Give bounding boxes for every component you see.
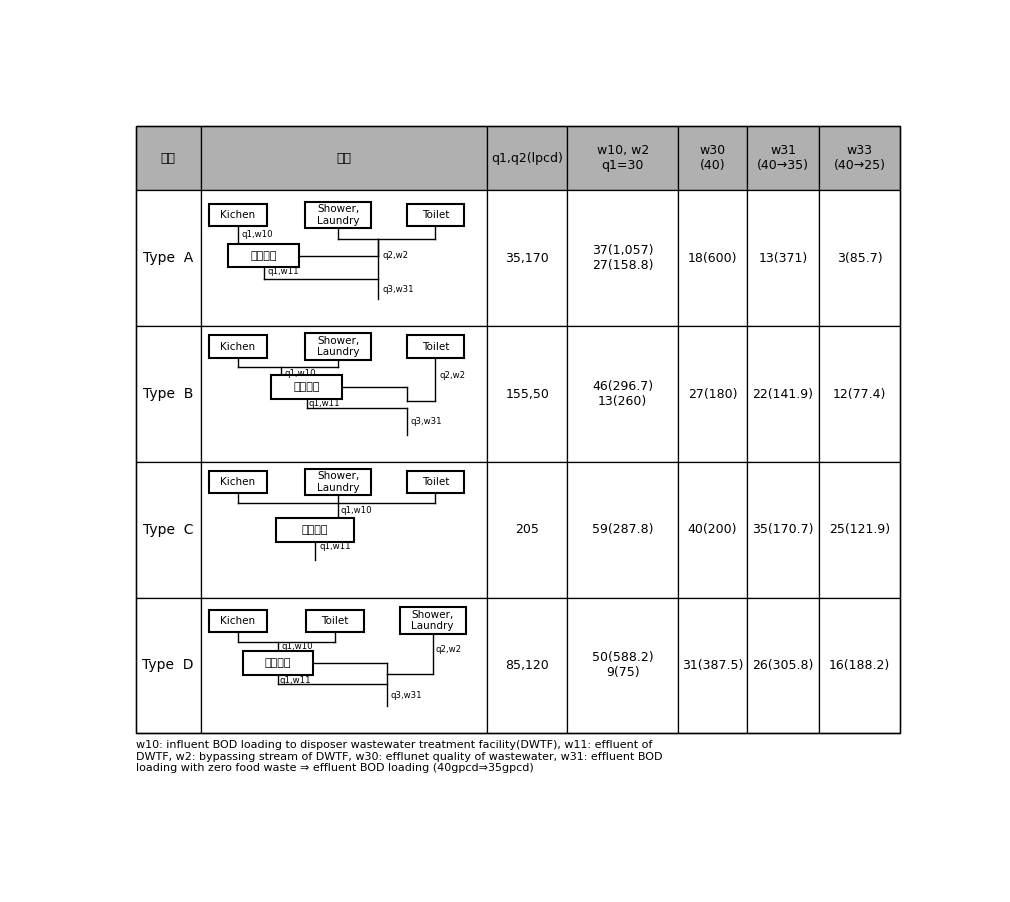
Text: 50(588.2)
9(75): 50(588.2) 9(75) bbox=[592, 651, 653, 679]
Bar bbox=[407, 336, 465, 358]
Bar bbox=[209, 336, 267, 358]
Bar bbox=[487, 327, 568, 462]
Text: w31
(40→35): w31 (40→35) bbox=[758, 144, 809, 172]
Text: 16(188.2): 16(188.2) bbox=[829, 659, 890, 672]
Text: Type  B: Type B bbox=[143, 387, 193, 401]
Text: w10, w2
q1=30: w10, w2 q1=30 bbox=[597, 144, 648, 172]
Bar bbox=[242, 651, 313, 675]
Bar bbox=[407, 204, 465, 226]
Text: Toilet: Toilet bbox=[422, 342, 449, 352]
Text: Toilet: Toilet bbox=[422, 210, 449, 220]
Bar bbox=[201, 462, 487, 598]
Bar bbox=[209, 471, 267, 493]
Text: q1,w10: q1,w10 bbox=[285, 369, 316, 378]
Bar bbox=[819, 125, 900, 190]
Text: q2,w2: q2,w2 bbox=[435, 645, 462, 654]
Bar bbox=[201, 598, 487, 733]
Bar bbox=[819, 598, 900, 733]
Text: q3,w31: q3,w31 bbox=[411, 417, 442, 426]
Text: 처리장치: 처리장치 bbox=[293, 382, 320, 392]
Text: 13(371): 13(371) bbox=[759, 252, 808, 265]
Text: Type  A: Type A bbox=[143, 252, 193, 265]
Text: q1,w10: q1,w10 bbox=[282, 642, 313, 651]
Bar bbox=[568, 598, 678, 733]
Bar bbox=[487, 598, 568, 733]
Bar bbox=[487, 190, 568, 327]
Text: 31(387.5): 31(387.5) bbox=[682, 659, 743, 672]
Text: 형태: 형태 bbox=[161, 152, 176, 164]
Text: Kichen: Kichen bbox=[220, 477, 256, 487]
Text: Toilet: Toilet bbox=[422, 477, 449, 487]
Bar bbox=[568, 462, 678, 598]
Text: Kichen: Kichen bbox=[220, 616, 256, 626]
Text: 처리장치: 처리장치 bbox=[250, 251, 277, 261]
Bar bbox=[306, 610, 365, 631]
Text: 59(287.8): 59(287.8) bbox=[592, 523, 653, 537]
Bar bbox=[568, 125, 678, 190]
Bar bbox=[746, 327, 819, 462]
Bar bbox=[819, 190, 900, 327]
Bar bbox=[135, 190, 201, 327]
Text: Shower,
Laundry: Shower, Laundry bbox=[317, 204, 360, 226]
Bar bbox=[272, 375, 341, 399]
Bar bbox=[746, 125, 819, 190]
Text: 18(600): 18(600) bbox=[688, 252, 737, 265]
Text: q1,w11: q1,w11 bbox=[280, 676, 311, 686]
Bar bbox=[201, 125, 487, 190]
Text: q3,w31: q3,w31 bbox=[391, 691, 422, 700]
Bar bbox=[276, 518, 355, 541]
Bar bbox=[678, 462, 746, 598]
Bar bbox=[487, 125, 568, 190]
Bar bbox=[487, 462, 568, 598]
Bar bbox=[819, 327, 900, 462]
Bar bbox=[201, 190, 487, 327]
Text: Type  D: Type D bbox=[142, 658, 194, 673]
Bar bbox=[746, 462, 819, 598]
Bar bbox=[400, 607, 466, 634]
Text: 37(1,057)
27(158.8): 37(1,057) 27(158.8) bbox=[592, 244, 653, 272]
Bar bbox=[209, 610, 267, 631]
Bar bbox=[135, 327, 201, 462]
Bar bbox=[135, 598, 201, 733]
Bar bbox=[201, 327, 487, 462]
Bar bbox=[568, 190, 678, 327]
Text: 3(85.7): 3(85.7) bbox=[836, 252, 883, 265]
Bar bbox=[678, 190, 746, 327]
Text: 40(200): 40(200) bbox=[688, 523, 737, 537]
Bar bbox=[568, 327, 678, 462]
Text: q2,w2: q2,w2 bbox=[383, 251, 409, 260]
Bar bbox=[135, 125, 201, 190]
Text: w30
(40): w30 (40) bbox=[699, 144, 725, 172]
Bar bbox=[135, 125, 900, 733]
Bar bbox=[746, 190, 819, 327]
Text: w10: influent BOD loading to disposer wastewater treatment facility(DWTF), w11: : w10: influent BOD loading to disposer wa… bbox=[135, 741, 663, 774]
Text: Shower,
Laundry: Shower, Laundry bbox=[317, 472, 360, 493]
Text: 25(121.9): 25(121.9) bbox=[829, 523, 890, 537]
Text: q1,w10: q1,w10 bbox=[340, 506, 372, 515]
Bar bbox=[678, 327, 746, 462]
Text: q1,w11: q1,w11 bbox=[308, 399, 339, 408]
Text: Kichen: Kichen bbox=[220, 210, 256, 220]
Text: q1,q2(lpcd): q1,q2(lpcd) bbox=[491, 152, 564, 164]
Text: Kichen: Kichen bbox=[220, 342, 256, 352]
Bar bbox=[819, 462, 900, 598]
Text: 처리장치: 처리장치 bbox=[265, 658, 291, 667]
Text: 처리장치: 처리장치 bbox=[302, 525, 328, 535]
Text: 22(141.9): 22(141.9) bbox=[752, 388, 814, 400]
Text: q3,w31: q3,w31 bbox=[382, 285, 414, 294]
Bar bbox=[135, 462, 201, 598]
Bar bbox=[678, 598, 746, 733]
Text: q1,w11: q1,w11 bbox=[268, 267, 299, 276]
Text: 85,120: 85,120 bbox=[505, 659, 549, 672]
Bar bbox=[407, 471, 465, 493]
Text: 205: 205 bbox=[515, 523, 539, 537]
Bar bbox=[209, 204, 267, 226]
Text: 배관: 배관 bbox=[336, 152, 351, 164]
Text: 35(170.7): 35(170.7) bbox=[752, 523, 814, 537]
Bar bbox=[305, 469, 371, 495]
Text: 155,50: 155,50 bbox=[505, 388, 549, 400]
Text: 27(180): 27(180) bbox=[688, 388, 737, 400]
Text: Shower,
Laundry: Shower, Laundry bbox=[411, 610, 453, 631]
Text: q1,w11: q1,w11 bbox=[319, 541, 350, 550]
Text: q2,w2: q2,w2 bbox=[439, 371, 466, 380]
